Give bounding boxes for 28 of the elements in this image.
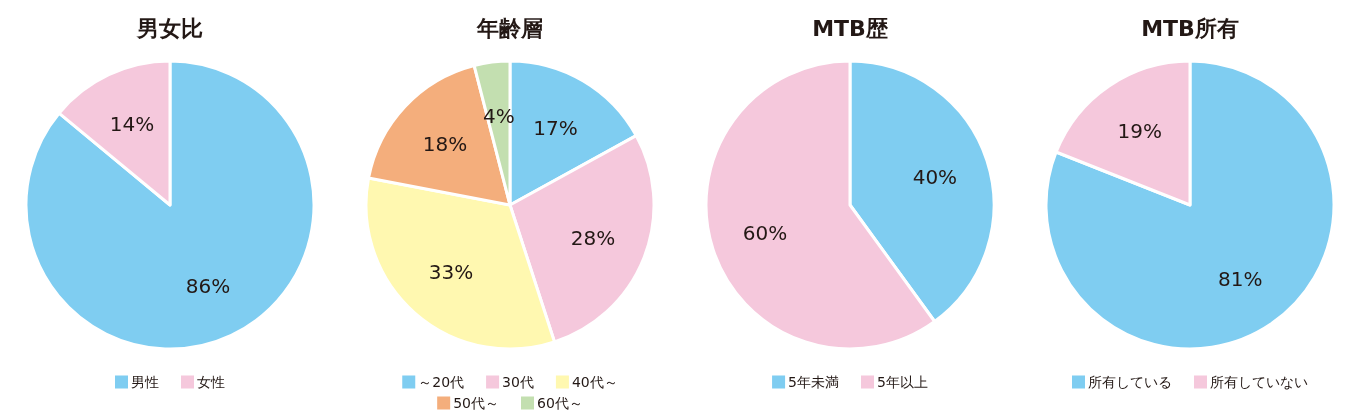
chart-title: MTB歴 — [812, 15, 888, 41]
legend-label: 5年未満 — [788, 374, 839, 390]
legend-label: 5年以上 — [877, 374, 928, 390]
data-label: 40% — [912, 165, 958, 190]
pie-slice — [1044, 59, 1336, 351]
data-label: 14% — [109, 112, 155, 137]
data-label: 86% — [185, 273, 231, 298]
data-label: 33% — [428, 259, 474, 284]
data-label: 60% — [742, 220, 788, 245]
legend-label: ～20代 — [418, 374, 465, 390]
chart-title: 男女比 — [136, 15, 203, 41]
data-label: 19% — [1117, 119, 1163, 144]
chart-title: MTB所有 — [1141, 15, 1239, 41]
data-label: 17% — [533, 116, 578, 141]
legend-label: 30代 — [502, 374, 534, 390]
data-label: 4% — [482, 104, 515, 129]
legend-label: 女性 — [197, 374, 225, 390]
legend-label: 所有している — [1088, 374, 1172, 390]
legend-label: 男性 — [131, 374, 159, 390]
legend-label: 40代～ — [571, 374, 618, 390]
legend-label: 60代～ — [537, 395, 583, 411]
data-label: 18% — [422, 131, 468, 156]
legend-label: 50代～ — [453, 395, 499, 411]
chart-title: 年齢層 — [476, 15, 543, 41]
data-label: 81% — [1217, 266, 1263, 291]
legend-label: 所有していない — [1210, 374, 1308, 390]
pie-slice — [24, 59, 316, 351]
data-label: 28% — [570, 225, 616, 250]
